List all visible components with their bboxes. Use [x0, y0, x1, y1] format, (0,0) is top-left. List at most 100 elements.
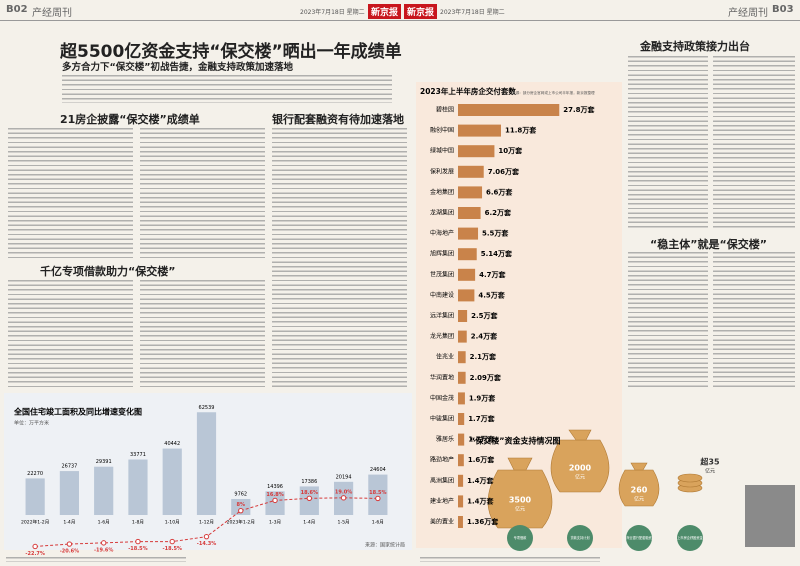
- section-heading: 千亿专项借款助力“保交楼”: [40, 265, 176, 278]
- value-label: 11.8万套: [505, 126, 537, 135]
- bar: [458, 433, 465, 446]
- chart-title: 全国住宅竣工面积及同比增速变化图: [13, 407, 142, 417]
- bar-value-label: 62539: [199, 405, 215, 411]
- bar: [59, 471, 80, 515]
- credits: [6, 557, 186, 562]
- bar-value-label: 29391: [96, 459, 112, 465]
- category-label: 龙光集团: [430, 332, 454, 340]
- line-point: [272, 497, 278, 504]
- bar: [458, 248, 477, 261]
- x-tick-label: 1-6月: [98, 520, 110, 526]
- date: 2023年7月18日 星期二: [300, 9, 365, 16]
- category-label: 金地集团: [430, 188, 454, 196]
- line-point: [203, 533, 210, 540]
- category-label: 美的置业: [430, 518, 454, 526]
- body-text: [713, 252, 795, 390]
- value-label: 7.06万套: [488, 167, 520, 176]
- value-label: 1.7万套: [468, 414, 495, 423]
- chart-unit: 单位：万平方米: [14, 420, 49, 427]
- bar: [25, 478, 45, 515]
- bar-value-label: 22270: [27, 471, 43, 477]
- amount: 超35: [699, 457, 720, 467]
- value-label: 1.6万套: [468, 455, 495, 464]
- bar: [458, 289, 475, 302]
- section-heading: 银行配套融资有待加速落地: [272, 113, 404, 126]
- amount-unit: 亿元: [705, 468, 715, 475]
- bar: [458, 392, 465, 405]
- amount-unit: 亿元: [515, 506, 525, 513]
- line-value-label: 16.8%: [266, 492, 283, 498]
- bar: [458, 495, 464, 508]
- category-label: 远洋集团: [430, 312, 454, 320]
- bar: [458, 227, 479, 240]
- line-value-label: -19.6%: [94, 547, 113, 553]
- bar-value-label: 14396: [267, 484, 283, 490]
- amount: 3500: [509, 496, 532, 505]
- category-label: 融创中国: [430, 126, 454, 134]
- section-heading: “稳主体”就是“保交楼”: [650, 238, 767, 251]
- value-label: 1.4万套: [467, 496, 494, 505]
- x-tick-label: 2022年1-2月: [21, 519, 49, 526]
- photo: [745, 485, 795, 547]
- headline: 超5500亿资金支持“保交楼”晒出一年成绩单: [60, 42, 402, 62]
- category-label: 中海地产: [430, 229, 454, 237]
- value-label: 1.4万套: [467, 476, 494, 485]
- bar: [458, 474, 464, 487]
- graphic-title: “保交楼”资金支持情况图: [470, 436, 561, 446]
- money-bags: [487, 429, 703, 529]
- line-point: [135, 538, 141, 545]
- category-label: 路劲地产: [430, 456, 454, 464]
- line-point: [100, 540, 107, 546]
- bar: [265, 491, 285, 515]
- item-label: 贷款支持计划: [570, 535, 589, 540]
- body-text: [628, 56, 708, 231]
- category-label: 绿城中国: [430, 147, 454, 155]
- x-tick-label: 2023年1-2月: [227, 519, 255, 526]
- label-circles: [507, 525, 703, 551]
- line-value-label: -14.3%: [197, 541, 216, 547]
- x-tick-label: 1-3月: [269, 520, 281, 526]
- line-value-label: -18.5%: [128, 546, 147, 552]
- amount-unit: 亿元: [575, 474, 585, 481]
- x-tick-label: 1-6月: [372, 520, 384, 526]
- logo: 新京报: [404, 4, 438, 19]
- bar: [458, 371, 466, 384]
- chart-title: 2023年上半年房企交付套数: [420, 86, 516, 96]
- intro-text: [62, 75, 392, 103]
- value-label: 2.09万套: [470, 373, 502, 382]
- bar: [368, 474, 388, 515]
- bar: [458, 454, 464, 467]
- bar: [231, 498, 251, 515]
- value-label: 1.7万套: [468, 435, 495, 444]
- section-name: 产经周刊: [728, 8, 768, 19]
- subheadline: 多方合力下“保交楼”初战告捷，金融支持政策加速落地: [62, 62, 293, 73]
- x-tick-label: 1-5月: [338, 520, 350, 526]
- body-text: [8, 280, 133, 390]
- bar: [196, 412, 217, 515]
- line-point: [169, 538, 175, 545]
- x-tick-label: 1-4月: [63, 520, 75, 526]
- value-label: 4.5万套: [478, 290, 505, 299]
- category-label: 禹洲集团: [430, 476, 454, 484]
- line-point: [375, 495, 381, 502]
- line-value-label: 18.6%: [301, 490, 318, 496]
- value-label: 1.36万套: [467, 517, 499, 526]
- category-label: 建业地产: [430, 497, 454, 505]
- header-bar: [0, 0, 800, 21]
- body-text: [140, 128, 265, 258]
- bar-value-label: 9762: [234, 491, 247, 497]
- chart-source: 来源：国家统计局: [365, 542, 405, 549]
- amount: 2000: [569, 464, 592, 473]
- x-tick-label: 1-10月: [165, 520, 180, 526]
- category-label: 旭辉集团: [430, 250, 454, 258]
- category-label: 中骏集团: [430, 415, 454, 423]
- value-label: 1.9万套: [469, 393, 496, 402]
- category-label: 保利发展: [430, 167, 454, 175]
- value-label: 27.8万套: [563, 105, 595, 114]
- value-label: 6.6万套: [486, 187, 513, 196]
- amount-unit: 亿元: [634, 496, 644, 503]
- value-label: 10万套: [498, 146, 523, 155]
- body-text: [628, 252, 708, 390]
